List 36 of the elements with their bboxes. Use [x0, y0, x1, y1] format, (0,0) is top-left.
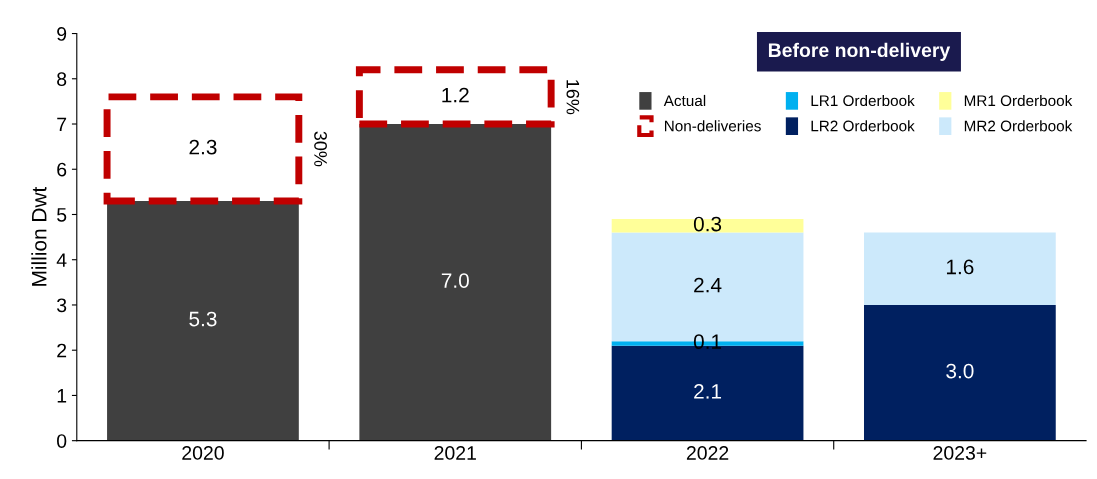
x-tick-label: 2023+ [933, 446, 987, 460]
y-tick-label: 5 [57, 208, 67, 222]
y-tick-label: 3 [57, 298, 67, 313]
data-label: 7.0 [441, 273, 469, 288]
y-tick-label: 7 [57, 117, 67, 132]
data-label: 2.1 [694, 384, 722, 399]
x-tick-label: 2022 [686, 446, 729, 460]
data-label: 1.2 [442, 87, 469, 103]
data-label: 0.1 [693, 334, 722, 350]
legend-label: MR1 Orderbook [964, 94, 1073, 107]
y-tick-label: 4 [56, 253, 67, 267]
data-label: 0.3 [693, 216, 722, 232]
y-tick-label: 0 [57, 434, 67, 448]
y-tick-label: 8 [57, 72, 67, 87]
annotation: 16% [566, 80, 580, 115]
data-label: 1.6 [946, 259, 974, 275]
legend-title: Before non-delivery [768, 42, 951, 61]
data-label: 2.3 [189, 139, 217, 155]
y-tick-label: 6 [57, 162, 67, 177]
y-tick-label: 9 [57, 27, 67, 41]
legend-label: Actual [663, 94, 706, 107]
data-label: 5.3 [189, 311, 217, 327]
bar [864, 304, 1056, 441]
data-label: 2.4 [694, 277, 722, 293]
annotation: 30% [314, 131, 327, 167]
legend-label: Non-deliveries [664, 120, 761, 132]
legend-label: MR2 Orderbook [964, 120, 1073, 132]
y-tick-label: 2 [57, 343, 67, 358]
legend-label: LR2 Orderbook [811, 120, 915, 132]
data-label: 3.0 [946, 363, 974, 379]
y-axis-title: Million Dwt [31, 186, 47, 286]
legend-label: LR1 Orderbook [811, 94, 915, 107]
x-tick-label: 2021 [434, 446, 476, 460]
bar [864, 232, 1056, 305]
y-tick-label: 1 [57, 389, 67, 403]
x-tick-label: 2020 [182, 446, 224, 460]
